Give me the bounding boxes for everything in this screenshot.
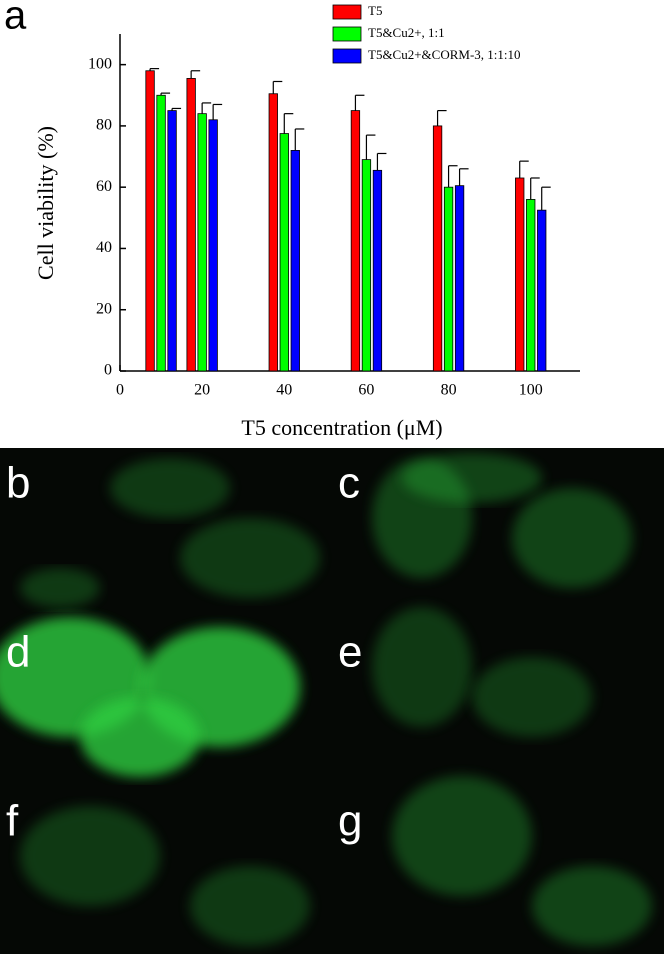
panel-letter: a	[4, 0, 27, 38]
legend-label: T5&Cu2+&CORM-3, 1:1:10	[368, 47, 521, 62]
error-bar	[458, 168, 469, 186]
bar	[186, 78, 196, 372]
y-tick-label: 20	[96, 300, 112, 317]
cell	[372, 607, 472, 727]
x-tick-label: 40	[276, 382, 292, 399]
bar	[537, 209, 547, 372]
bar	[156, 94, 166, 372]
micrograph: e	[332, 607, 664, 786]
error-bar	[201, 102, 212, 114]
error-bar	[212, 103, 223, 120]
cell	[180, 518, 320, 598]
bar	[290, 150, 300, 372]
y-tick-label: 80	[96, 117, 112, 134]
bar	[208, 119, 218, 372]
bar	[372, 169, 383, 372]
error-bar	[272, 80, 283, 94]
error-bar	[190, 70, 201, 79]
legend-label: T5	[368, 3, 382, 18]
error-bar	[541, 186, 551, 211]
legend-swatch	[332, 48, 362, 64]
bar	[454, 185, 465, 372]
error-bar	[365, 134, 376, 160]
bar	[432, 125, 443, 372]
bar	[350, 110, 361, 372]
bar	[268, 93, 278, 372]
panel-letter: d	[6, 628, 30, 677]
y-tick-label: 60	[96, 178, 112, 195]
error-bar	[436, 109, 447, 126]
cell	[532, 866, 652, 946]
cell	[110, 458, 230, 518]
y-tick-label: 100	[88, 55, 112, 72]
y-axis-title: Cell viability (%)	[33, 126, 58, 280]
error-bar	[294, 128, 305, 151]
cell	[80, 697, 200, 777]
error-bar	[171, 107, 182, 111]
cell	[512, 488, 632, 588]
panel-letter: c	[338, 459, 360, 508]
cell	[392, 776, 532, 896]
panel-letter: e	[338, 628, 362, 677]
x-tick-label: 20	[194, 382, 210, 399]
error-bar	[160, 92, 171, 96]
legend-swatch	[332, 26, 362, 42]
bar	[145, 70, 155, 372]
x-axis-title: T5 concentration (μM)	[241, 415, 442, 440]
micrograph: d	[0, 617, 332, 786]
micrograph: f	[0, 786, 332, 954]
cell	[472, 657, 592, 737]
bar	[167, 110, 177, 372]
panel-letter: g	[338, 797, 362, 846]
x-tick-label: 0	[116, 382, 124, 399]
cell	[402, 453, 542, 503]
bar	[526, 199, 536, 372]
error-bar	[354, 94, 365, 111]
micrograph: b	[0, 448, 332, 617]
legend-label: T5&Cu2+, 1:1	[368, 25, 445, 40]
panel-letter: f	[6, 797, 19, 846]
x-tick-label: 100	[519, 382, 543, 399]
micrograph: c	[332, 448, 664, 617]
error-bar	[376, 152, 387, 171]
y-tick-label: 0	[104, 362, 112, 379]
cell	[20, 806, 160, 906]
micrograph: g	[332, 776, 664, 954]
legend-swatch	[332, 4, 362, 20]
error-bar	[530, 177, 540, 200]
error-bar	[149, 68, 160, 71]
error-bar	[519, 160, 529, 178]
x-tick-label: 80	[441, 382, 457, 399]
cell	[190, 866, 310, 946]
panel-letter: b	[6, 459, 30, 508]
bar	[197, 113, 207, 372]
bar	[443, 186, 454, 372]
bar	[361, 159, 372, 372]
y-tick-label: 40	[96, 239, 112, 256]
error-bar	[283, 113, 294, 134]
x-tick-label: 60	[358, 382, 374, 399]
cell	[20, 568, 100, 608]
bar	[279, 133, 289, 372]
error-bar	[447, 165, 458, 188]
bar	[515, 177, 525, 372]
